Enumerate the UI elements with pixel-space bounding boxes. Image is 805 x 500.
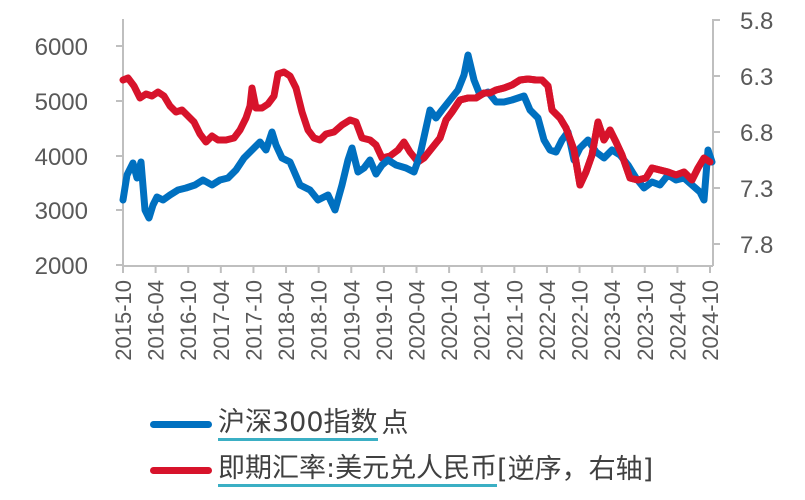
x-tick-label: 2020-10 [437,280,462,361]
left-tick-6000: 6000 [35,34,88,61]
x-tick-label: 2015-10 [111,280,136,361]
left-y-axis: 6000 5000 4000 3000 2000 [35,19,124,280]
left-tick-4000: 4000 [35,144,88,171]
legend-note-usdcny: [逆序，右轴] [497,454,654,485]
x-tick-label: 2019-04 [339,280,364,361]
left-tick-5000: 5000 [35,89,88,116]
x-axis: 2015-10 2016-04 2016-10 2017-04 2017-10 2018-… [111,265,723,361]
x-tick-label: 2023-10 [633,280,658,361]
legend-swatch-red [150,466,212,474]
left-tick-3000: 3000 [35,198,88,225]
x-tick-label: 2024-04 [665,280,690,361]
dual-axis-line-chart: 6000 5000 4000 3000 2000 5.8 6.3 6.8 7.3… [35,8,774,361]
x-tick-label: 2021-04 [470,280,495,361]
x-tick-label: 2019-10 [372,280,397,361]
legend-label-csi300: 沪深300指数 [218,407,378,441]
x-tick-label: 2022-10 [568,280,593,361]
legend-item-csi300[interactable]: 沪深300指数 点 [150,406,409,442]
x-tick-label: 2018-10 [307,280,332,361]
right-tick-6.8: 6.8 [740,120,773,147]
right-tick-5.8: 5.8 [740,8,773,35]
x-tick-label: 2016-04 [144,280,169,361]
right-tick-7.8: 7.8 [740,232,773,259]
x-tick-label: 2016-10 [176,280,201,361]
x-axis-ticks [122,266,711,273]
x-tick-label: 2017-04 [209,280,234,361]
legend-unit-csi300: 点 [381,408,409,439]
x-tick-label: 2017-10 [241,280,266,361]
x-axis-labels: 2015-10 2016-04 2016-10 2017-04 2017-10 2018-… [111,280,723,361]
x-tick-label: 2023-04 [600,280,625,361]
right-tick-7.3: 7.3 [740,176,773,203]
x-tick-label: 2018-04 [274,280,299,361]
legend-label-usdcny: 即期汇率:美元兑人民币 [218,453,498,487]
legend-item-usdcny[interactable]: 即期汇率:美元兑人民币 [逆序，右轴] [150,452,653,488]
right-y-axis: 5.8 6.3 6.8 7.3 7.8 [712,8,773,266]
x-tick-label: 2024-10 [698,280,723,361]
x-tick-label: 2021-10 [502,280,527,361]
series-line-red-overlay [420,75,714,189]
x-tick-label: 2020-04 [405,280,430,361]
x-tick-label: 2022-04 [535,280,560,361]
right-tick-6.3: 6.3 [740,64,773,91]
left-tick-2000: 2000 [35,253,88,280]
series-lines [119,51,716,222]
legend-swatch-blue [150,420,212,428]
series-line-blue-csi300 [119,51,716,222]
